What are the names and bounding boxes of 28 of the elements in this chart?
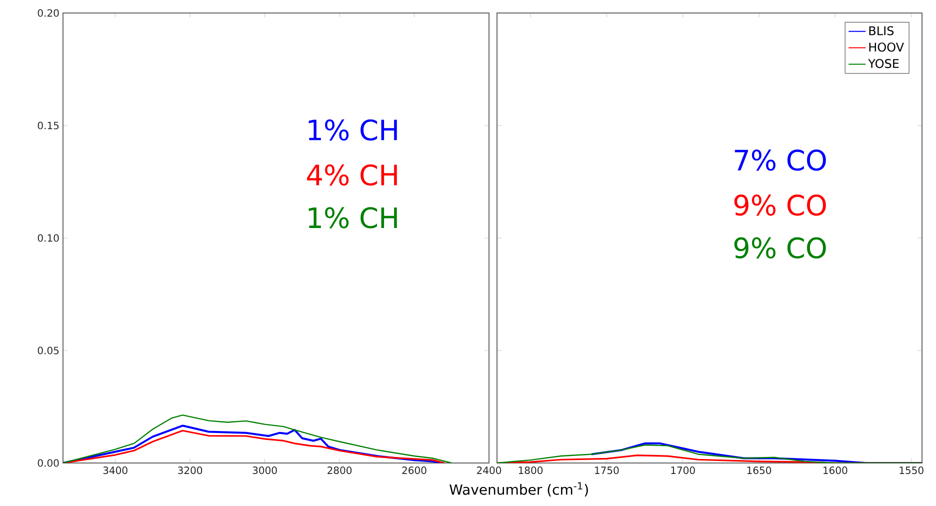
y-tick-label: 0.20: [38, 9, 59, 17]
x-tick-label: 3000: [252, 466, 277, 474]
x-axis-title: Wavenumber (cm$^{-1}$): [450, 482, 588, 497]
x-tick-label: 2800: [328, 466, 352, 474]
y-tick-label: 0.15: [38, 122, 59, 130]
x-tick-label: 1600: [824, 466, 848, 474]
x-tick-label: 1550: [900, 466, 924, 474]
legend-label: YOSE: [868, 59, 899, 68]
x-tick-label: 3400: [103, 466, 128, 474]
x-tick-label: 3200: [178, 466, 202, 474]
x-tick-label: 1650: [747, 466, 772, 474]
annotation: 1% CH: [308, 119, 397, 141]
annotation: 1% CH: [308, 207, 397, 228]
x-tick-label: 1800: [518, 466, 543, 474]
y-tick-label: 0.00: [38, 459, 59, 467]
annotation: 4% CH: [307, 164, 397, 186]
legend-label: HOOV: [869, 42, 904, 52]
annotation: 9% CO: [734, 237, 826, 258]
x-tick-label: 1700: [671, 466, 695, 474]
y-tick-label: 0.05: [38, 346, 59, 354]
x-tick-label: 2600: [402, 466, 426, 474]
y-tick-label: 0.10: [38, 234, 59, 242]
annotation: 7% CO: [734, 150, 826, 171]
annotation: 9% CO: [734, 194, 826, 216]
legend-label: BLIS: [869, 26, 894, 36]
line-series: [62, 414, 452, 463]
x-tick-label: 2400: [477, 466, 502, 474]
x-tick-label: 1750: [595, 466, 619, 474]
